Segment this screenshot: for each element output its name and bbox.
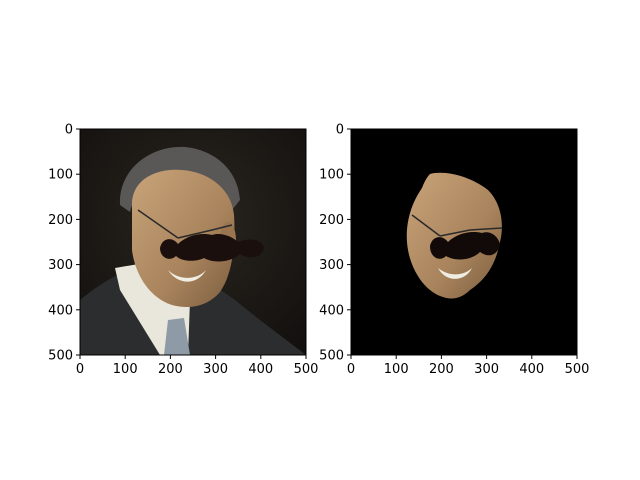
axes-frame <box>79 128 307 356</box>
y-tick-label: 500 <box>48 349 73 364</box>
x-tick-label: 100 <box>113 362 138 377</box>
x-tick-label: 200 <box>429 362 454 377</box>
tie <box>164 318 190 355</box>
smile <box>168 270 206 282</box>
hair <box>119 146 240 212</box>
y-tick-label: 0 <box>65 123 73 138</box>
y-tick-label: 0 <box>336 123 344 138</box>
face <box>132 169 235 308</box>
y-tick-label: 400 <box>48 303 73 318</box>
x-tick-label: 500 <box>294 362 319 377</box>
smile <box>438 268 472 279</box>
x-tick-label: 400 <box>248 362 273 377</box>
y-tick-label: 300 <box>319 258 344 273</box>
segmented-face-panel <box>350 128 578 356</box>
mustache <box>430 232 500 260</box>
x-tick-label: 0 <box>76 362 84 377</box>
x-tick-label: 200 <box>158 362 183 377</box>
glasses <box>411 214 503 237</box>
y-tick-label: 200 <box>319 213 344 228</box>
y-tick-label: 400 <box>319 303 344 318</box>
x-tick-label: 400 <box>519 362 544 377</box>
x-tick-label: 300 <box>474 362 499 377</box>
x-tick-label: 500 <box>565 362 590 377</box>
y-tick-label: 100 <box>319 168 344 183</box>
x-tick-label: 100 <box>384 362 409 377</box>
glasses <box>137 209 233 239</box>
axes-frame <box>350 128 578 356</box>
y-tick-label: 300 <box>48 258 73 273</box>
y-tick-label: 100 <box>48 168 73 183</box>
x-tick-label: 0 <box>347 362 355 377</box>
face-segment <box>406 172 502 299</box>
mustache <box>160 233 264 262</box>
x-tick-label: 300 <box>203 362 228 377</box>
y-tick-label: 200 <box>48 213 73 228</box>
y-tick-label: 500 <box>319 349 344 364</box>
photo-panel <box>79 128 307 356</box>
